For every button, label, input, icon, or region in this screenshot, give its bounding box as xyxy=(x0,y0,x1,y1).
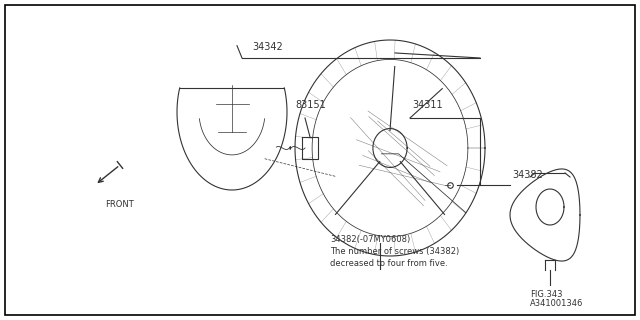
Text: FIG.343: FIG.343 xyxy=(530,290,563,299)
Text: 83151: 83151 xyxy=(295,100,326,110)
Text: FRONT: FRONT xyxy=(105,200,134,209)
Text: decreased to four from five.: decreased to four from five. xyxy=(330,259,448,268)
Text: The number of screws (34382): The number of screws (34382) xyxy=(330,247,460,256)
Text: 34382(-07MY0608): 34382(-07MY0608) xyxy=(330,235,410,244)
Text: 34342: 34342 xyxy=(252,42,283,52)
Text: A341001346: A341001346 xyxy=(530,299,584,308)
Text: 34311: 34311 xyxy=(412,100,443,110)
Text: 34382: 34382 xyxy=(512,170,543,180)
